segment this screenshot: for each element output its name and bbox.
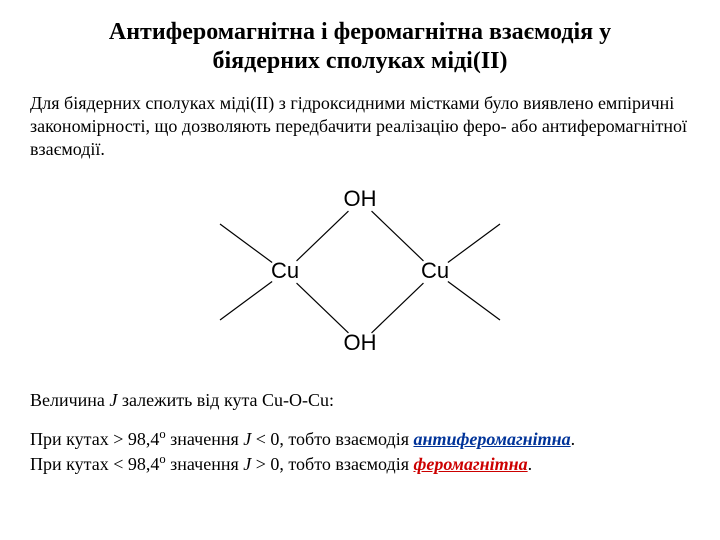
text: . — [571, 429, 576, 449]
chemical-diagram: OH OH Cu Cu — [30, 172, 690, 372]
text: залежить від кута Cu-O-Cu: — [117, 390, 334, 410]
text: значення — [166, 429, 244, 449]
title-line-2: біядерних сполуках міді(ІІ) — [212, 48, 507, 74]
text: < 0, тобто взаємодія — [251, 429, 413, 449]
text: . — [528, 454, 533, 474]
svg-text:OH: OH — [344, 330, 377, 355]
footer-block: Величина J залежить від кута Cu-O-Cu: Пр… — [30, 388, 690, 477]
intro-paragraph: Для біядерних сполуках міді(ІІ) з гідрок… — [30, 92, 690, 162]
page-title: Антиферомагнітна і феромагнітна взаємоді… — [30, 18, 690, 76]
svg-text:OH: OH — [344, 186, 377, 211]
text: Величина — [30, 390, 109, 410]
ferro-word: феромагнітна — [413, 454, 527, 474]
text: При кутах > 98,4 — [30, 429, 159, 449]
text: значення — [166, 454, 244, 474]
molecule-svg: OH OH Cu Cu — [180, 172, 540, 372]
antiferro-word: антиферомагнітна — [413, 429, 570, 449]
depends-line: Величина J залежить від кута Cu-O-Cu: — [30, 388, 690, 412]
text: При кутах < 98,4 — [30, 454, 159, 474]
svg-text:Cu: Cu — [271, 258, 299, 283]
title-line-1: Антиферомагнітна і феромагнітна взаємоді… — [109, 19, 611, 45]
condition-lines: При кутах > 98,4о значення J < 0, тобто … — [30, 426, 690, 477]
text: > 0, тобто взаємодія — [251, 454, 413, 474]
svg-text:Cu: Cu — [421, 258, 449, 283]
